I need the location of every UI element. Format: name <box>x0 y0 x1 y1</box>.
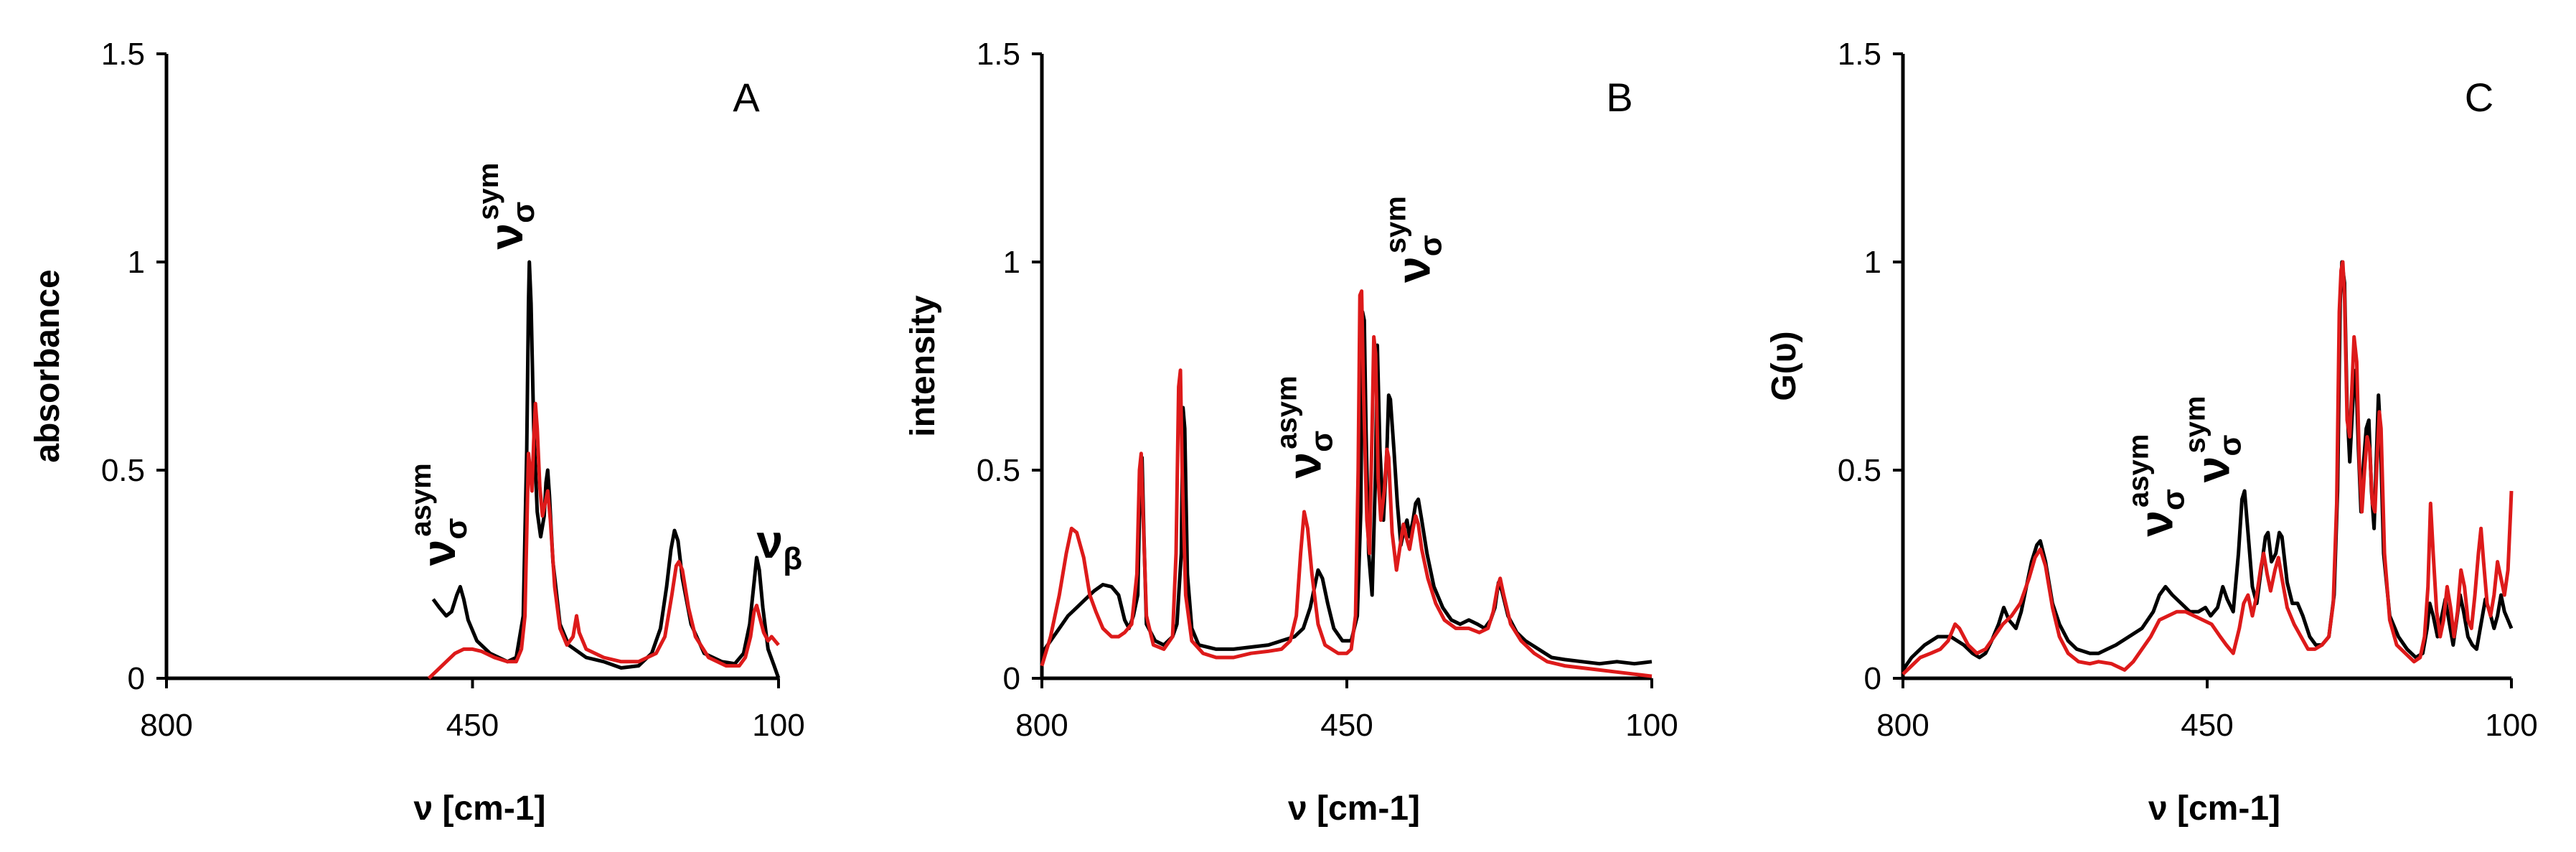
y-tick-label: 0 <box>128 661 145 696</box>
x-axis-label: ν [cm-1] <box>1288 790 1420 828</box>
y-axis-label: intensity <box>904 295 942 437</box>
y-tick-label: 1 <box>128 245 145 280</box>
panel-b: 0 0.5 1 1.5 800 450 100 ν [cm-1] intensity Bνσasy… <box>904 37 1678 828</box>
x-tick-label: 450 <box>1320 708 1373 743</box>
y-tick-label: 1 <box>1003 245 1020 280</box>
peak-annotation: νσsym <box>1380 196 1448 283</box>
peak-annotation: νσasym <box>1271 375 1340 478</box>
y-tick-label: 1 <box>1864 245 1881 280</box>
y-tick-label: 0.5 <box>101 453 145 488</box>
x-axis-label: ν [cm-1] <box>2148 790 2280 828</box>
y-tick-label: 0.5 <box>1838 453 1881 488</box>
panel-label: A <box>733 75 760 120</box>
x-tick-label: 100 <box>2485 708 2537 743</box>
y-axis-label: G(υ) <box>1765 331 1803 401</box>
x-tick-label: 800 <box>1876 708 1929 743</box>
x-tick-label: 100 <box>752 708 804 743</box>
y-tick-label: 0 <box>1864 661 1881 696</box>
panel-label: B <box>1606 75 1632 120</box>
peak-annotation: νβ <box>757 515 803 576</box>
y-tick-label: 0.5 <box>977 453 1020 488</box>
x-tick-label: 800 <box>140 708 192 743</box>
peak-annotation: νσsym <box>473 163 541 250</box>
x-axis-label: ν [cm-1] <box>413 790 545 828</box>
series-line-red <box>427 401 780 680</box>
y-tick-label: 1.5 <box>101 37 145 72</box>
peak-annotation: νσsym <box>2179 396 2247 483</box>
x-tick-label: 450 <box>446 708 499 743</box>
peak-annotation: νσasym <box>405 463 474 566</box>
y-tick-label: 1.5 <box>977 37 1020 72</box>
y-tick-label: 0 <box>1003 661 1020 696</box>
series-line-red <box>1040 289 1653 678</box>
series-line-red <box>1902 260 2514 676</box>
peak-annotation: νσasym <box>2123 434 2191 537</box>
x-tick-label: 800 <box>1015 708 1068 743</box>
x-tick-label: 450 <box>2181 708 2233 743</box>
y-axis-label: absorbance <box>29 269 67 462</box>
y-tick-label: 1.5 <box>1838 37 1881 72</box>
series-line-black <box>431 260 781 679</box>
panel-label: C <box>2465 75 2493 120</box>
panel-a: 0 0.5 1 1.5 800 450 100 ν [cm-1] absorbance Aνσas… <box>29 37 805 828</box>
x-tick-label: 100 <box>1625 708 1678 743</box>
